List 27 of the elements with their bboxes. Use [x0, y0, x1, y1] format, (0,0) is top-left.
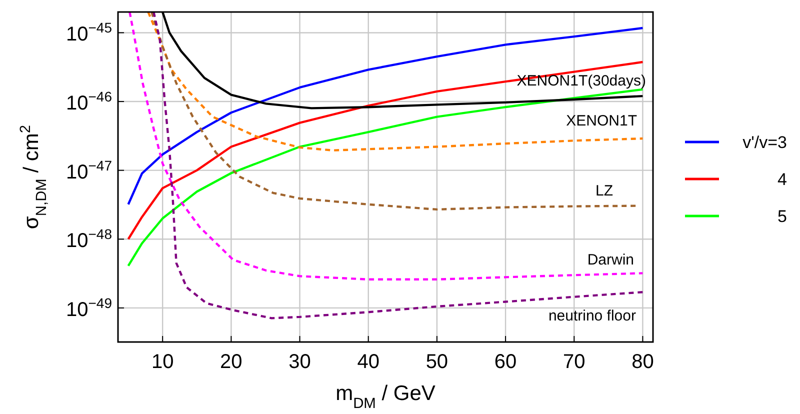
annotation: XENON1T(30days) — [516, 72, 646, 90]
annotation: LZ — [595, 182, 613, 200]
y-tick-label: 10$^{−47}$ — [66, 157, 112, 184]
x-tick-label: 40 — [357, 351, 380, 373]
y-tick-label: 10$^{−48}$ — [66, 226, 112, 252]
y-tick-label: 10$^{−45}$ — [66, 20, 112, 46]
x-tick-label: 50 — [426, 351, 448, 373]
x-tick-label: 30 — [288, 351, 311, 373]
line-series — [127, 88, 644, 267]
line-series — [147, 12, 644, 152]
y-tick-label: 10$^{−49}$ — [66, 294, 112, 321]
x-tick-label: 70 — [562, 351, 586, 373]
y-tick-label: 10$^{−46}$ — [66, 88, 112, 115]
text: 4 — [778, 170, 787, 189]
line-series — [152, 12, 644, 320]
x-axis-title: m$_{DM}$ / GeV — [336, 382, 436, 412]
line-series — [128, 12, 644, 280]
annotation: neutrino floor — [548, 307, 636, 324]
annotation: XENON1T — [566, 112, 637, 130]
annotation: Darwin — [587, 251, 634, 268]
x-tick-label: 20 — [220, 351, 242, 373]
text: 5 — [778, 206, 787, 226]
line-series — [127, 60, 644, 240]
x-tick-label: 80 — [632, 351, 654, 373]
x-tick-label: 10 — [151, 351, 174, 373]
legend-label: v'/v=3 — [742, 132, 787, 152]
x-tick-label: 60 — [494, 351, 517, 373]
